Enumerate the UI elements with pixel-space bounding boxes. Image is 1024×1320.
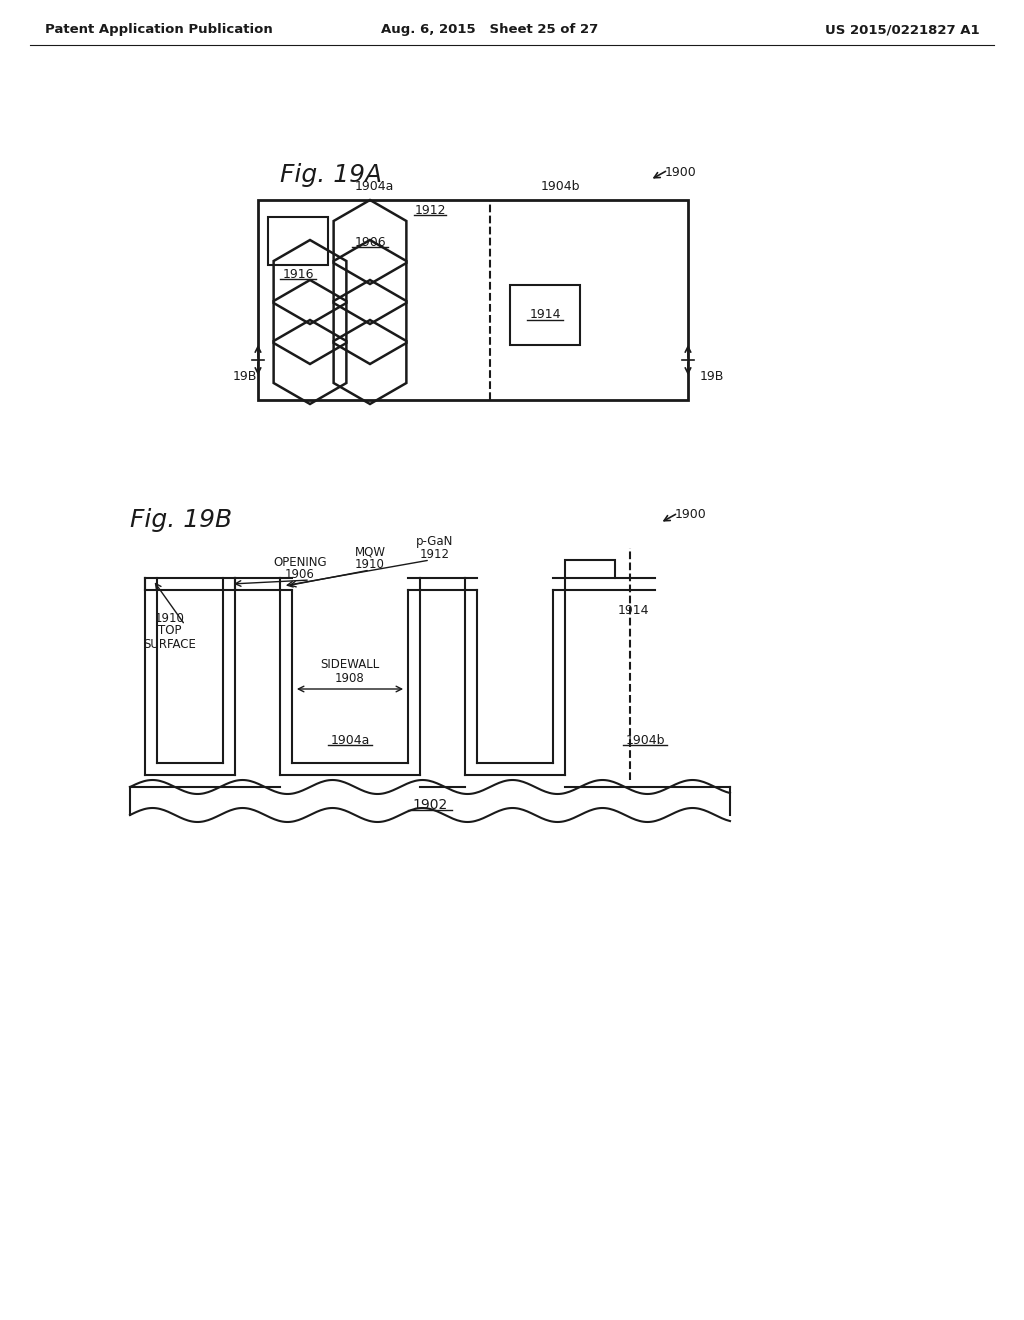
Text: US 2015/0221827 A1: US 2015/0221827 A1 [825,24,980,37]
Text: 1904b: 1904b [541,181,580,194]
Text: 19B: 19B [232,371,257,384]
Text: 1902: 1902 [413,799,447,812]
Text: Fig. 19A: Fig. 19A [280,162,382,187]
Text: MQW: MQW [354,545,385,558]
Text: p-GaN: p-GaN [417,536,454,549]
Bar [268,216,328,265]
Text: 1900: 1900 [665,165,696,178]
Text: 1914: 1914 [529,309,561,322]
Text: OPENING: OPENING [273,556,327,569]
Bar [258,201,688,400]
Text: 1914: 1914 [618,603,649,616]
Bar [510,285,580,345]
Text: Patent Application Publication: Patent Application Publication [45,24,272,37]
Text: 1912: 1912 [420,549,450,561]
Text: Fig. 19B: Fig. 19B [130,508,232,532]
Text: SIDEWALL: SIDEWALL [321,659,380,672]
Text: 1908: 1908 [335,672,365,685]
Text: 1904a: 1904a [331,734,370,747]
Text: 1912: 1912 [415,203,445,216]
Text: TOP: TOP [159,624,181,638]
Text: SURFACE: SURFACE [143,638,197,651]
Text: 19B: 19B [700,371,724,384]
Text: 1906: 1906 [354,235,386,248]
Text: 1900: 1900 [675,508,707,521]
Text: 1910: 1910 [355,558,385,572]
Text: 1916: 1916 [283,268,313,281]
Text: 1906: 1906 [285,569,315,582]
Text: 1910: 1910 [155,611,185,624]
Text: 1904b: 1904b [626,734,665,747]
Bar [565,560,615,578]
Text: Aug. 6, 2015   Sheet 25 of 27: Aug. 6, 2015 Sheet 25 of 27 [381,24,599,37]
Text: 1904a: 1904a [354,181,393,194]
